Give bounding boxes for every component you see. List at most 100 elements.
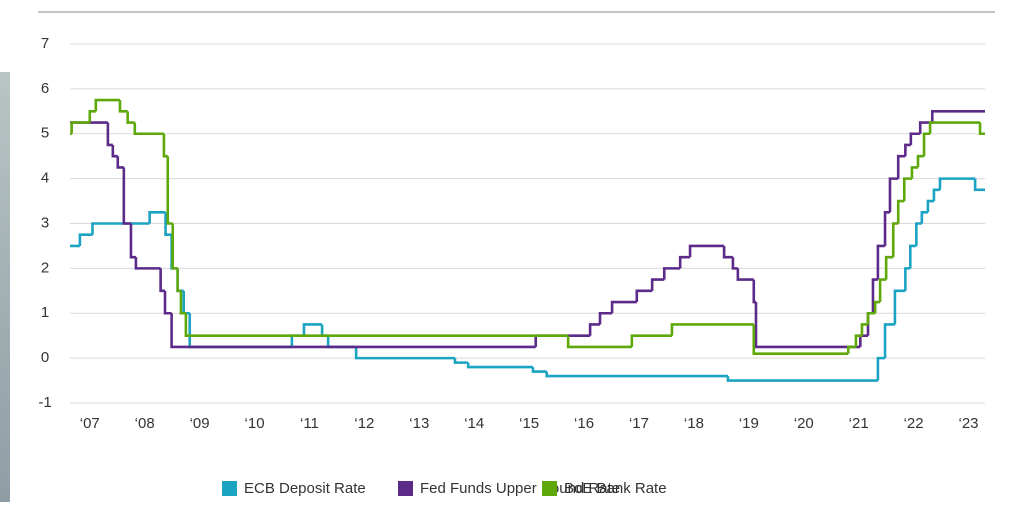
rate-step: [891, 222, 899, 258]
rate-step: [926, 199, 934, 213]
x-tick-label: ‘19: [739, 415, 759, 432]
rate-step: [922, 132, 931, 157]
rate-step: [846, 345, 856, 354]
rate-step: [916, 154, 925, 168]
rate-step: [688, 244, 725, 258]
rate-step: [466, 362, 533, 369]
rate-step: [888, 177, 899, 213]
rate-step: [722, 245, 733, 259]
legend-swatch: [398, 481, 413, 496]
rate-step: [871, 278, 878, 314]
rate-step: [902, 177, 912, 202]
rate-step: [909, 244, 917, 269]
rate-step: [111, 144, 118, 158]
rate-step: [126, 111, 135, 124]
x-tick-label: ‘14: [464, 415, 484, 432]
rate-step: [182, 290, 190, 315]
x-tick-label: ‘20: [794, 415, 814, 432]
rate-step: [893, 289, 906, 325]
rate-step: [320, 324, 329, 337]
x-tick-label: ‘07: [80, 415, 100, 432]
rate-step: [731, 257, 738, 270]
x-tick-label: ‘16: [574, 415, 594, 432]
rate-step: [938, 177, 976, 190]
rate-step: [896, 154, 906, 179]
rate-step: [326, 335, 357, 349]
legend-swatch: [222, 481, 237, 496]
y-tick-label: 0: [41, 349, 49, 366]
y-tick-label: 2: [41, 259, 49, 276]
x-tick-label: ‘09: [190, 415, 210, 432]
rate-step: [918, 121, 933, 134]
rate-step: [896, 199, 905, 224]
rate-step: [928, 121, 981, 134]
x-tick-label: ‘22: [904, 415, 924, 432]
rate-step: [94, 98, 120, 112]
y-tick-label: -1: [38, 394, 51, 411]
rate-step: [866, 311, 876, 325]
rate-step: [534, 334, 591, 347]
rate-step: [904, 267, 911, 291]
rate-step: [973, 178, 985, 192]
rate-step: [116, 156, 124, 169]
rate-step: [290, 334, 304, 347]
side-strip: [0, 72, 10, 502]
y-tick-label: 3: [41, 214, 49, 231]
rate-step: [854, 334, 862, 347]
rate-step: [883, 323, 895, 359]
x-tick-label: ‘23: [959, 415, 979, 432]
rate-step: [883, 210, 890, 246]
legend-swatch: [542, 481, 557, 496]
rate-step: [860, 323, 869, 336]
rate-step: [148, 210, 166, 224]
rate-step: [910, 166, 918, 179]
rate-step: [678, 255, 691, 269]
rate-step: [670, 323, 754, 336]
rate-step: [134, 257, 161, 270]
rate-step: [635, 289, 653, 303]
y-tick-label: 5: [41, 125, 49, 142]
rate-step: [859, 334, 869, 347]
rate-step: [876, 356, 886, 381]
rate-step: [118, 100, 128, 113]
rate-step: [188, 313, 292, 349]
rate-step: [752, 279, 756, 304]
rate-step: [752, 324, 849, 355]
x-tick-label: ‘12: [354, 415, 374, 432]
rate-step: [106, 122, 113, 147]
x-tick-label: ‘10: [245, 415, 265, 432]
legend-label: Fed Funds Upper Bound Rate: [420, 480, 620, 497]
x-tick-label: ‘18: [684, 415, 704, 432]
rate-step: [630, 334, 672, 347]
rate-step: [70, 121, 90, 134]
y-tick-label: 4: [41, 170, 49, 187]
x-tick-label: ‘08: [135, 415, 155, 432]
rate-step: [162, 133, 168, 158]
rate-step: [531, 367, 547, 373]
rate-step: [184, 313, 569, 337]
x-tick-label: ‘15: [519, 415, 539, 432]
rate-step: [78, 233, 93, 246]
rate-step: [88, 110, 96, 123]
rate-step: [876, 244, 886, 280]
legend-label: BoE Bank Rate: [564, 480, 667, 497]
y-tick-label: 7: [41, 35, 49, 52]
rate-step: [453, 358, 469, 364]
rate-step: [166, 156, 173, 225]
rate-step: [754, 302, 861, 349]
x-tick-label: ‘13: [409, 415, 429, 432]
rate-step: [354, 346, 456, 360]
rate-step: [662, 267, 681, 280]
rate-step: [171, 223, 178, 270]
rate-step: [179, 290, 186, 315]
rate-step: [930, 110, 985, 123]
rate-step: [650, 278, 665, 291]
rate-step: [610, 300, 637, 314]
rate-step: [163, 290, 172, 315]
rate-step: [170, 313, 536, 349]
rate-step: [873, 300, 881, 314]
rate-step: [545, 371, 728, 378]
rate-step: [878, 278, 887, 303]
rate-step: [164, 212, 172, 237]
